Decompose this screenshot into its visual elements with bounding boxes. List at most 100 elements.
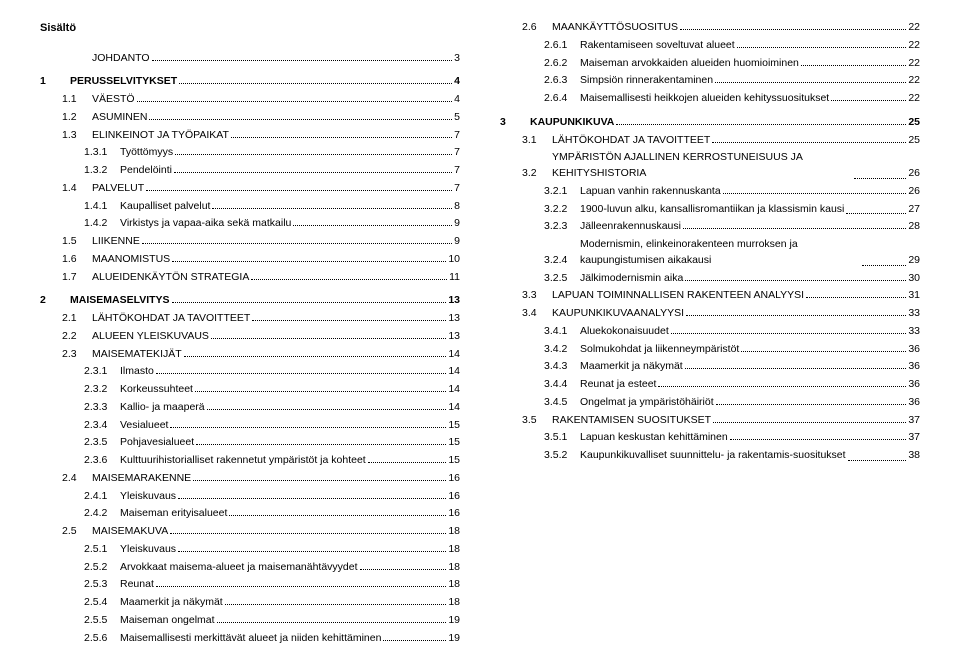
toc-leader-dots <box>172 302 447 303</box>
toc-leader-dots <box>174 172 452 173</box>
toc-num: 1.6 <box>62 252 92 268</box>
toc-label: Reunat <box>120 577 154 593</box>
toc-label: ELINKEINOT JA TYÖPAIKAT <box>92 128 229 144</box>
toc-label: MAISEMASELVITYS <box>70 293 170 309</box>
toc-leader-dots <box>156 586 446 587</box>
toc-row: 2.5.4Maamerkit ja näkymät18 <box>40 595 460 611</box>
toc-leader-dots <box>293 225 452 226</box>
toc-label: PALVELUT <box>92 181 144 197</box>
toc-page-number: 22 <box>908 91 920 107</box>
toc-row: JOHDANTO3 <box>40 51 460 67</box>
toc-num: 3.5.2 <box>544 448 580 464</box>
toc-page-number: 33 <box>908 324 920 340</box>
toc-num: 3.4.2 <box>544 342 580 358</box>
toc-label: Simpsiön rinnerakentaminen <box>580 73 713 89</box>
toc-num: 2.4 <box>62 471 92 487</box>
toc-label: Yleiskuvaus <box>120 489 176 505</box>
toc-row: 1.1VÄESTÖ4 <box>40 92 460 108</box>
toc-leader-dots <box>184 356 447 357</box>
toc-page-number: 36 <box>908 377 920 393</box>
toc-num: 2.6.3 <box>544 73 580 89</box>
toc-row: 3.4.5Ongelmat ja ympäristöhäiriöt36 <box>500 395 920 411</box>
left-toc-list: JOHDANTO31PERUSSELVITYKSET41.1VÄESTÖ41.2… <box>40 51 460 646</box>
toc-row: 2.5.6Maisemallisesti merkittävät alueet … <box>40 631 460 646</box>
toc-row: 2.3.6Kulttuurihistorialliset rakennetut … <box>40 453 460 469</box>
toc-num: 1.3 <box>62 128 92 144</box>
toc-leader-dots <box>713 422 906 423</box>
toc-page-number: 36 <box>908 395 920 411</box>
toc-num: 2.6.1 <box>544 38 580 54</box>
toc-page-number: 10 <box>448 252 460 268</box>
toc-leader-dots <box>685 368 907 369</box>
toc-row: 2.6.2Maiseman arvokkaiden alueiden huomi… <box>500 56 920 72</box>
toc-row: 3.5RAKENTAMISEN SUOSITUKSET37 <box>500 413 920 429</box>
toc-row: 2.6.1Rakentamiseen soveltuvat alueet22 <box>500 38 920 54</box>
toc-page-number: 13 <box>448 311 460 327</box>
toc-page-number: 14 <box>448 347 460 363</box>
toc-label: LÄHTÖKOHDAT JA TAVOITTEET <box>92 311 250 327</box>
toc-label: Kulttuurihistorialliset rakennetut ympär… <box>120 453 366 469</box>
toc-row: 1.6MAANOMISTUS10 <box>40 252 460 268</box>
toc-leader-dots <box>170 533 446 534</box>
toc-label: Aluekokonaisuudet <box>580 324 669 340</box>
toc-row: 1PERUSSELVITYKSET4 <box>40 74 460 90</box>
toc-num: 2.6.4 <box>544 91 580 107</box>
toc-label: Maamerkit ja näkymät <box>580 359 683 375</box>
toc-num: 3.4.3 <box>544 359 580 375</box>
toc-row: 1.4PALVELUT7 <box>40 181 460 197</box>
toc-page-number: 27 <box>908 202 920 218</box>
toc-page-number: 18 <box>448 524 460 540</box>
toc-row: 2.4.2Maiseman erityisalueet16 <box>40 506 460 522</box>
toc-num: 2.5.1 <box>84 542 120 558</box>
toc-leader-dots <box>715 82 906 83</box>
toc-row: 2MAISEMASELVITYS13 <box>40 293 460 309</box>
toc-page-number: 22 <box>908 20 920 36</box>
toc-row: 1.3.2Pendelöinti7 <box>40 163 460 179</box>
toc-row: 2.6MAANKÄYTTÖSUOSITUS22 <box>500 20 920 36</box>
toc-num: 2.5.2 <box>84 560 120 576</box>
toc-label: Työttömyys <box>120 145 173 161</box>
toc-row: 3.4.2Solmukohdat ja liikenneympäristöt36 <box>500 342 920 358</box>
toc-page-number: 30 <box>908 271 920 287</box>
toc-label: PERUSSELVITYKSET <box>70 74 177 90</box>
toc-leader-dots <box>848 460 907 461</box>
toc-row: 2.6.3Simpsiön rinnerakentaminen22 <box>500 73 920 89</box>
toc-label: Virkistys ja vapaa-aika sekä matkailu <box>120 216 291 232</box>
toc-label: Maiseman erityisalueet <box>120 506 227 522</box>
toc-row: 2.5.5Maiseman ongelmat19 <box>40 613 460 629</box>
toc-label: Pohjavesialueet <box>120 435 194 451</box>
toc-num: 2.6.2 <box>544 56 580 72</box>
toc-num: 1.4.1 <box>84 199 120 215</box>
toc-num: 3.5.1 <box>544 430 580 446</box>
toc-label: Jälkimodernismin aika <box>580 271 683 287</box>
toc-page-number: 15 <box>448 453 460 469</box>
toc-row: 2.3.5Pohjavesialueet15 <box>40 435 460 451</box>
toc-leader-dots <box>137 101 453 102</box>
toc-row: 3.2.21900-luvun alku, kansallisromantiik… <box>500 202 920 218</box>
toc-leader-dots <box>178 498 446 499</box>
toc-num: 3.2.3 <box>544 219 580 235</box>
toc-leader-dots <box>225 604 447 605</box>
toc-leader-dots <box>142 243 452 244</box>
toc-page-number: 18 <box>448 542 460 558</box>
toc-label: Rakentamiseen soveltuvat alueet <box>580 38 735 54</box>
toc-row: 2.1LÄHTÖKOHDAT JA TAVOITTEET13 <box>40 311 460 327</box>
toc-num: 3.4.5 <box>544 395 580 411</box>
toc-leader-dots <box>741 351 906 352</box>
toc-row: 2.5MAISEMAKUVA18 <box>40 524 460 540</box>
toc-label: Arvokkaat maisema-alueet ja maisemanähtä… <box>120 560 358 576</box>
toc-row: 3KAUPUNKIKUVA25 <box>500 115 920 131</box>
toc-num: 3.1 <box>522 133 552 149</box>
toc-num: 2.3.3 <box>84 400 120 416</box>
toc-page-number: 14 <box>448 382 460 398</box>
toc-leader-dots <box>368 462 447 463</box>
toc-num: 3.2.5 <box>544 271 580 287</box>
toc-leader-dots <box>196 444 446 445</box>
toc-leader-dots <box>730 439 907 440</box>
toc-leader-dots <box>178 551 446 552</box>
toc-page-number: 15 <box>448 435 460 451</box>
toc-label: ALUEIDENKÄYTÖN STRATEGIA <box>92 270 249 286</box>
toc-leader-dots <box>360 569 447 570</box>
toc-num: 2.6 <box>522 20 552 36</box>
toc-num: 2.3.2 <box>84 382 120 398</box>
